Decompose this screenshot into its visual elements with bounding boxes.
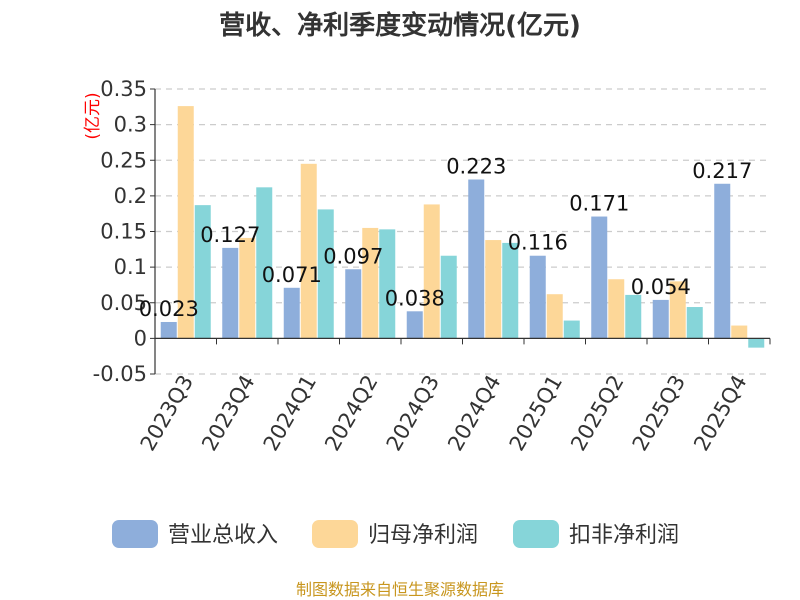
x-tick-label: 2025Q2 <box>566 371 628 455</box>
bar-归母净利润-2024Q3 <box>423 204 440 339</box>
bar-归母净利润-2025Q3 <box>669 281 686 339</box>
x-tick-label: 2024Q4 <box>443 371 505 455</box>
y-tick-label: 0.25 <box>100 148 147 172</box>
legend-swatch-扣非净利润 <box>513 520 559 548</box>
y-axis-unit-label: (亿元) <box>83 92 103 139</box>
bar-归母净利润-2023Q3 <box>177 106 194 339</box>
y-tick-label: 0.1 <box>114 255 147 279</box>
data-label: 0.223 <box>446 154 506 178</box>
x-tick-label: 2024Q1 <box>259 371 321 455</box>
x-tick-label: 2025Q1 <box>505 371 567 455</box>
bar-扣非净利润-2024Q3 <box>440 255 457 339</box>
bar-营业总收入-2025Q4 <box>714 183 731 339</box>
bar-营业总收入-2024Q2 <box>345 269 362 339</box>
y-tick-label: 0.05 <box>100 291 147 315</box>
y-tick-label: 0 <box>134 326 147 350</box>
y-tick-label: 0.3 <box>114 113 147 137</box>
bar-扣非净利润-2025Q3 <box>686 307 703 339</box>
bar-扣非净利润-2023Q4 <box>256 187 273 339</box>
data-label: 0.097 <box>323 244 383 268</box>
bar-营业总收入-2025Q2 <box>591 216 608 339</box>
bar-归母净利润-2024Q2 <box>362 227 379 339</box>
bars <box>160 106 765 348</box>
bar-营业总收入-2023Q3 <box>160 321 177 339</box>
legend-label: 扣非净利润 <box>569 523 679 548</box>
x-axis-ticks: 2023Q3 2023Q4 2024Q1 2024Q2 2024Q3 2024Q4 2025… <box>136 338 771 455</box>
data-label: 0.217 <box>692 159 752 183</box>
chart-title: 营收、净利季度变动情况(亿元) <box>219 10 581 41</box>
x-tick-label: 2024Q2 <box>320 371 382 455</box>
data-label: 0.023 <box>139 297 199 321</box>
bar-归母净利润-2024Q4 <box>485 240 502 339</box>
bar-营业总收入-2024Q1 <box>283 287 300 339</box>
bar-扣非净利润-2025Q2 <box>625 294 642 339</box>
data-label: 0.071 <box>262 263 322 287</box>
x-tick-label: 2025Q3 <box>628 371 690 455</box>
y-tick-label: 0.35 <box>100 77 147 101</box>
bar-营业总收入-2025Q1 <box>529 255 546 339</box>
x-tick-label: 2025Q4 <box>689 371 751 455</box>
bar-归母净利润-2023Q4 <box>239 237 256 339</box>
bar-扣非净利润-2023Q3 <box>194 205 211 339</box>
bar-扣非净利润-2025Q4 <box>748 338 765 348</box>
y-axis-ticks: 0.35 0.3 0.25 0.2 0.15 0.1 0.05 0 -0.05 <box>93 77 155 386</box>
bar-扣非净利润-2024Q1 <box>317 209 334 339</box>
data-label: 0.171 <box>569 192 629 216</box>
y-tick-label: -0.05 <box>93 362 147 386</box>
bar-归母净利润-2025Q2 <box>608 279 625 339</box>
x-tick-label: 2023Q4 <box>197 371 259 455</box>
data-label: 0.038 <box>385 286 445 310</box>
bar-营业总收入-2024Q4 <box>468 179 485 339</box>
bar-营业总收入-2025Q3 <box>652 299 669 339</box>
bar-归母净利润-2025Q4 <box>731 325 748 339</box>
source-note: 制图数据来自恒生聚源数据库 <box>296 580 504 599</box>
legend-label: 归母净利润 <box>368 523 478 548</box>
x-tick-label: 2024Q3 <box>382 371 444 455</box>
bar-归母净利润-2025Q1 <box>546 294 563 339</box>
bar-归母净利润-2024Q1 <box>300 163 317 339</box>
bar-扣非净利润-2024Q4 <box>502 242 519 339</box>
data-label: 0.054 <box>631 275 691 299</box>
data-label: 0.116 <box>508 231 568 255</box>
bar-扣非净利润-2025Q1 <box>563 320 580 339</box>
legend-label: 营业总收入 <box>168 523 278 548</box>
bar-营业总收入-2023Q4 <box>222 247 239 339</box>
legend-swatch-归母净利润 <box>312 520 358 548</box>
legend: 营业总收入 归母净利润 扣非净利润 <box>112 520 679 548</box>
legend-swatch-营业总收入 <box>112 520 158 548</box>
bar-营业总收入-2024Q3 <box>406 311 423 339</box>
bar-扣非净利润-2024Q2 <box>379 229 396 339</box>
data-label: 0.127 <box>200 223 260 247</box>
y-tick-label: 0.2 <box>114 184 147 208</box>
y-tick-label: 0.15 <box>100 220 147 244</box>
